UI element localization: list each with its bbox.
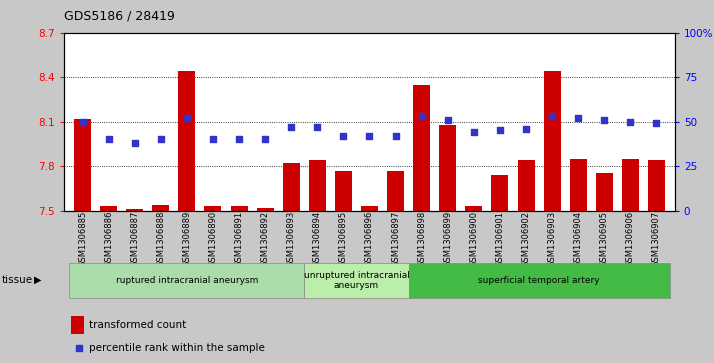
Point	[416, 113, 428, 119]
Bar	[543, 71, 560, 211]
FancyBboxPatch shape	[304, 263, 408, 298]
Point	[546, 113, 558, 119]
Point	[521, 126, 532, 132]
Bar	[518, 160, 535, 211]
Point	[363, 133, 376, 139]
Bar	[74, 119, 91, 211]
Text: GSM1306899: GSM1306899	[443, 211, 452, 267]
Point	[650, 121, 662, 126]
Text: GSM1306895: GSM1306895	[339, 211, 348, 267]
Text: GSM1306885: GSM1306885	[78, 211, 87, 267]
Point	[573, 115, 584, 121]
Text: GSM1306904: GSM1306904	[574, 211, 583, 266]
Bar	[491, 175, 508, 211]
Point	[181, 115, 193, 121]
Text: GSM1306901: GSM1306901	[496, 211, 504, 266]
Point	[129, 140, 141, 146]
Text: GSM1306887: GSM1306887	[130, 211, 139, 267]
Bar	[283, 163, 300, 211]
Bar	[204, 206, 221, 211]
Text: GSM1306896: GSM1306896	[365, 211, 374, 267]
Point	[468, 129, 480, 135]
Point	[286, 124, 297, 130]
Point	[494, 128, 506, 134]
Bar	[231, 206, 248, 211]
Text: GSM1306888: GSM1306888	[156, 211, 165, 267]
Text: superficial temporal artery: superficial temporal artery	[478, 276, 600, 285]
Text: GSM1306893: GSM1306893	[287, 211, 296, 267]
Bar	[361, 206, 378, 211]
Text: GSM1306892: GSM1306892	[261, 211, 270, 267]
Point	[233, 136, 245, 142]
Text: GSM1306894: GSM1306894	[313, 211, 322, 267]
Text: unruptured intracranial
aneurysm: unruptured intracranial aneurysm	[303, 271, 409, 290]
Bar	[466, 206, 483, 211]
Text: GSM1306897: GSM1306897	[391, 211, 400, 267]
Bar	[178, 71, 196, 211]
Text: GSM1306890: GSM1306890	[208, 211, 218, 267]
Point	[598, 117, 610, 123]
Bar	[595, 174, 613, 211]
Point	[625, 119, 636, 125]
Point	[77, 119, 89, 125]
Text: GSM1306886: GSM1306886	[104, 211, 113, 267]
Text: GSM1306906: GSM1306906	[626, 211, 635, 267]
Bar	[648, 160, 665, 211]
Point	[73, 346, 84, 351]
Point	[442, 117, 453, 123]
Text: GSM1306903: GSM1306903	[548, 211, 557, 267]
FancyBboxPatch shape	[69, 263, 304, 298]
Bar	[126, 209, 144, 211]
Text: GSM1306905: GSM1306905	[600, 211, 609, 266]
Point	[338, 133, 349, 139]
Bar	[256, 208, 273, 211]
Text: GDS5186 / 28419: GDS5186 / 28419	[64, 9, 175, 22]
Text: GSM1306902: GSM1306902	[521, 211, 531, 266]
Bar	[335, 171, 352, 211]
Text: GSM1306898: GSM1306898	[417, 211, 426, 267]
Bar	[152, 205, 169, 211]
Text: ▶: ▶	[34, 275, 42, 285]
Text: GSM1306900: GSM1306900	[469, 211, 478, 266]
FancyBboxPatch shape	[408, 263, 670, 298]
Point	[259, 136, 271, 142]
Text: percentile rank within the sample: percentile rank within the sample	[89, 343, 264, 354]
Bar	[570, 159, 587, 211]
Text: GSM1306891: GSM1306891	[235, 211, 243, 267]
Text: tissue: tissue	[2, 275, 34, 285]
Bar	[413, 85, 430, 211]
Text: GSM1306907: GSM1306907	[652, 211, 661, 267]
Bar	[439, 125, 456, 211]
Point	[390, 133, 401, 139]
Bar	[622, 159, 639, 211]
Bar	[387, 171, 404, 211]
Point	[207, 136, 218, 142]
Point	[103, 136, 114, 142]
Bar	[309, 160, 326, 211]
Text: GSM1306889: GSM1306889	[182, 211, 191, 267]
Bar	[100, 206, 117, 211]
Point	[155, 136, 166, 142]
Text: transformed count: transformed count	[89, 320, 186, 330]
Text: ruptured intracranial aneurysm: ruptured intracranial aneurysm	[116, 276, 258, 285]
Point	[311, 124, 323, 130]
